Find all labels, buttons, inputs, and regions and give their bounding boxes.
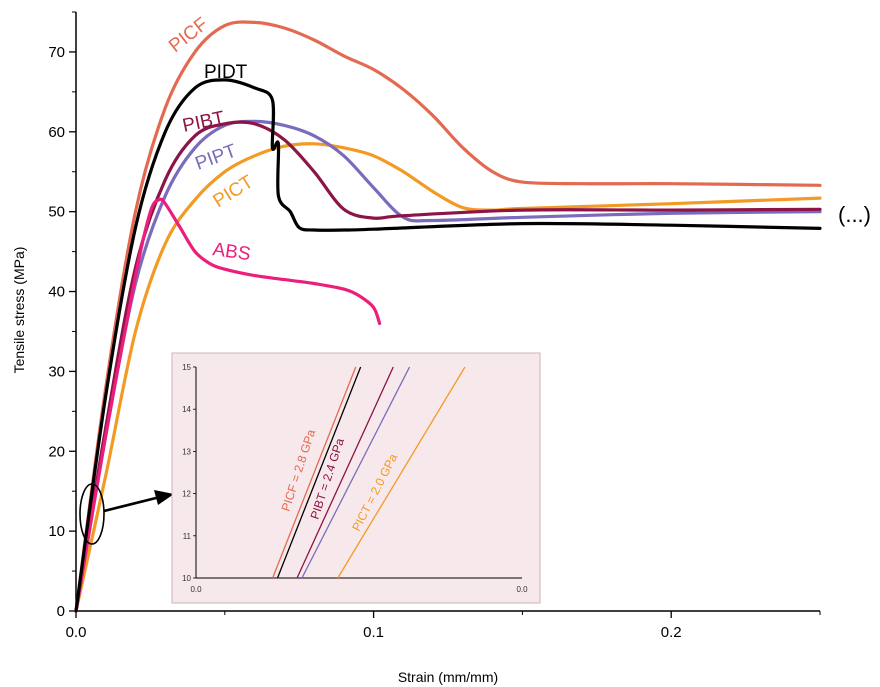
axes: 0 10 20 30 40 50 60 70 0.0 0.1 0.2 bbox=[48, 11, 821, 641]
x-tick-label: 0.1 bbox=[363, 624, 384, 641]
inset-line-picf bbox=[272, 366, 357, 579]
inset-y-tick-label: 13 bbox=[182, 447, 191, 456]
inset-lines bbox=[272, 366, 466, 579]
inset-line-pidt bbox=[276, 366, 362, 579]
inset-x-tick-label: 0.0 bbox=[190, 585, 202, 594]
inset-background bbox=[171, 352, 541, 604]
series-line-pidt bbox=[74, 78, 822, 613]
continuation-ellipsis: (...) bbox=[838, 202, 871, 227]
y-tick-label: 40 bbox=[48, 284, 65, 301]
y-axis-title: Tensile stress (MPa) bbox=[11, 247, 27, 374]
inset-y-tick-label: 11 bbox=[183, 532, 192, 541]
x-tick-label: 0.0 bbox=[66, 624, 87, 641]
zoom-arrowhead bbox=[154, 490, 174, 505]
inset-x-tick-label: 0.0 bbox=[516, 585, 528, 594]
y-tick-label: 20 bbox=[48, 443, 65, 460]
x-axis-title: Strain (mm/mm) bbox=[398, 669, 498, 685]
y-tick-label: 30 bbox=[48, 363, 65, 380]
series-label-picf: PICF bbox=[165, 14, 212, 57]
zoom-ellipse bbox=[79, 483, 105, 545]
series-line-picf bbox=[74, 20, 822, 613]
inset-line-pict bbox=[337, 366, 466, 579]
series-label-pibt: PIBT bbox=[181, 107, 227, 136]
series-layer bbox=[74, 20, 822, 613]
series-line-pibt bbox=[74, 120, 822, 613]
inset-line-pibt bbox=[296, 366, 394, 579]
x-tick-label: 0.2 bbox=[661, 624, 682, 641]
inset-line-pipt bbox=[301, 366, 411, 579]
y-tick-label: 60 bbox=[48, 124, 65, 141]
y-tick-label: 50 bbox=[48, 204, 65, 221]
inset-y-tick-label: 10 bbox=[182, 574, 191, 583]
zoom-indicator bbox=[79, 483, 174, 545]
zoom-arrow bbox=[103, 495, 161, 513]
y-tick-label: 10 bbox=[48, 523, 65, 540]
series-label-pidt: PIDT bbox=[204, 62, 248, 83]
series-label-abs: ABS bbox=[211, 239, 252, 265]
inset-y-tick-label: 15 bbox=[182, 363, 191, 372]
series-label-pipt: PIPT bbox=[193, 140, 240, 174]
y-tick-label: 0 bbox=[57, 603, 65, 620]
inset-y-tick-label: 12 bbox=[182, 490, 191, 499]
inset-axes: 10 11 12 13 14 15 0.0 0.0 bbox=[182, 363, 528, 594]
inset-y-tick-label: 14 bbox=[182, 405, 191, 414]
series-line-abs bbox=[74, 197, 382, 613]
y-tick-label: 70 bbox=[48, 44, 65, 61]
